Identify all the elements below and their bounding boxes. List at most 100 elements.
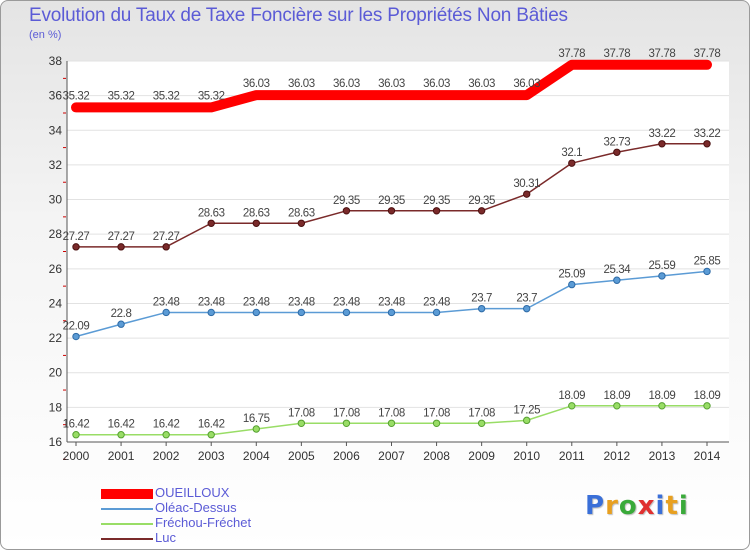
data-point [432, 308, 441, 317]
data-point [162, 431, 170, 439]
logo-letter: P [585, 491, 606, 521]
data-label: 36.03 [378, 78, 405, 90]
data-point [387, 308, 396, 317]
data-label: 17.08 [333, 407, 360, 419]
data-label: 23.48 [243, 296, 270, 308]
data-label: 33.22 [694, 128, 721, 140]
data-label: 35.32 [108, 90, 135, 102]
data-label: 16.42 [198, 419, 225, 431]
data-label: 27.27 [108, 231, 135, 243]
x-tick-label: 2014 [694, 449, 721, 463]
data-label: 35.32 [63, 90, 90, 102]
y-tick-label: 24 [49, 296, 63, 310]
x-tick-label: 2005 [288, 449, 315, 463]
data-label: 37.78 [694, 48, 721, 60]
data-point [162, 308, 170, 317]
data-label: 17.25 [513, 404, 540, 416]
data-label: 23.48 [333, 296, 360, 308]
y-tick-label: 38 [49, 54, 63, 68]
x-tick-label: 2001 [108, 449, 135, 463]
data-point [342, 207, 351, 215]
logo-letter: o [618, 491, 638, 521]
data-point [477, 304, 486, 313]
data-label: 25.09 [558, 269, 585, 281]
data-label: 17.08 [468, 407, 495, 419]
y-tick-label: 16 [49, 435, 63, 449]
data-point [703, 267, 711, 276]
legend-swatch [101, 537, 153, 540]
data-label: 35.32 [198, 90, 225, 102]
data-label: 16.42 [108, 419, 135, 431]
data-point [477, 207, 486, 215]
logo-letter: r [605, 491, 619, 521]
data-point [297, 419, 306, 427]
data-point [568, 280, 576, 289]
data-point [297, 308, 306, 317]
data-point [252, 219, 260, 227]
data-label: 32.73 [603, 136, 630, 148]
data-point [342, 419, 351, 427]
data-point [252, 308, 260, 317]
data-label: 25.34 [603, 264, 631, 276]
data-point [162, 243, 170, 251]
data-point [703, 140, 711, 148]
x-tick-label: 2000 [63, 449, 90, 463]
data-label: 30.31 [513, 178, 540, 190]
y-tick-label: 22 [49, 331, 63, 345]
data-point [72, 332, 80, 341]
data-point [477, 419, 486, 427]
y-tick-label: 20 [49, 366, 63, 380]
data-label: 18.09 [649, 390, 676, 402]
data-label: 36.03 [423, 78, 450, 90]
x-tick-label: 2011 [559, 449, 585, 463]
data-label: 23.48 [153, 296, 180, 308]
plot-area [67, 61, 729, 442]
data-point [387, 419, 396, 427]
data-point [658, 140, 666, 148]
logo-letter: i [655, 491, 666, 521]
data-point [72, 243, 80, 251]
data-label: 36.03 [333, 78, 360, 90]
data-label: 23.48 [288, 296, 315, 308]
data-label: 33.22 [649, 128, 676, 140]
data-label: 32.1 [561, 147, 582, 159]
data-label: 18.09 [694, 390, 721, 402]
legend-label: Oléac-Dessus [155, 500, 237, 515]
y-tick-label: 30 [49, 193, 63, 207]
legend-item: OUEILLOUX [101, 485, 251, 500]
data-point [117, 320, 125, 328]
data-point [207, 219, 215, 227]
data-point [207, 308, 215, 317]
data-point [207, 431, 215, 439]
data-label: 23.48 [198, 296, 225, 308]
data-label: 23.7 [471, 293, 492, 305]
x-tick-label: 2003 [198, 449, 225, 463]
x-tick-label: 2006 [333, 449, 360, 463]
y-tick-label: 26 [49, 262, 63, 276]
legend: OUEILLOUX Oléac-Dessus Fréchou-Fréchet L… [101, 485, 251, 545]
data-point [387, 207, 396, 215]
unit-label: (en %) [29, 29, 62, 41]
data-label: 27.27 [63, 231, 90, 243]
data-point [432, 419, 441, 427]
legend-item: Oléac-Dessus [101, 500, 251, 515]
data-label: 16.75 [243, 413, 270, 425]
data-label: 28.63 [288, 207, 315, 219]
x-tick-label: 2009 [468, 449, 495, 463]
data-label: 25.59 [649, 260, 676, 272]
data-point [342, 308, 351, 317]
data-label: 18.09 [558, 390, 585, 402]
y-tick-label: 18 [49, 400, 63, 414]
data-label: 22.8 [111, 308, 132, 320]
legend-swatch [101, 507, 153, 510]
x-tick-label: 2007 [378, 449, 405, 463]
x-tick-label: 2004 [243, 449, 270, 463]
data-point [658, 272, 666, 280]
data-point [117, 243, 125, 251]
data-point [568, 159, 576, 167]
data-label: 29.35 [468, 195, 495, 207]
data-label: 37.78 [558, 48, 585, 60]
data-label: 36.03 [288, 78, 315, 90]
chart-title: Evolution du Taux de Taxe Foncière sur l… [29, 5, 568, 26]
